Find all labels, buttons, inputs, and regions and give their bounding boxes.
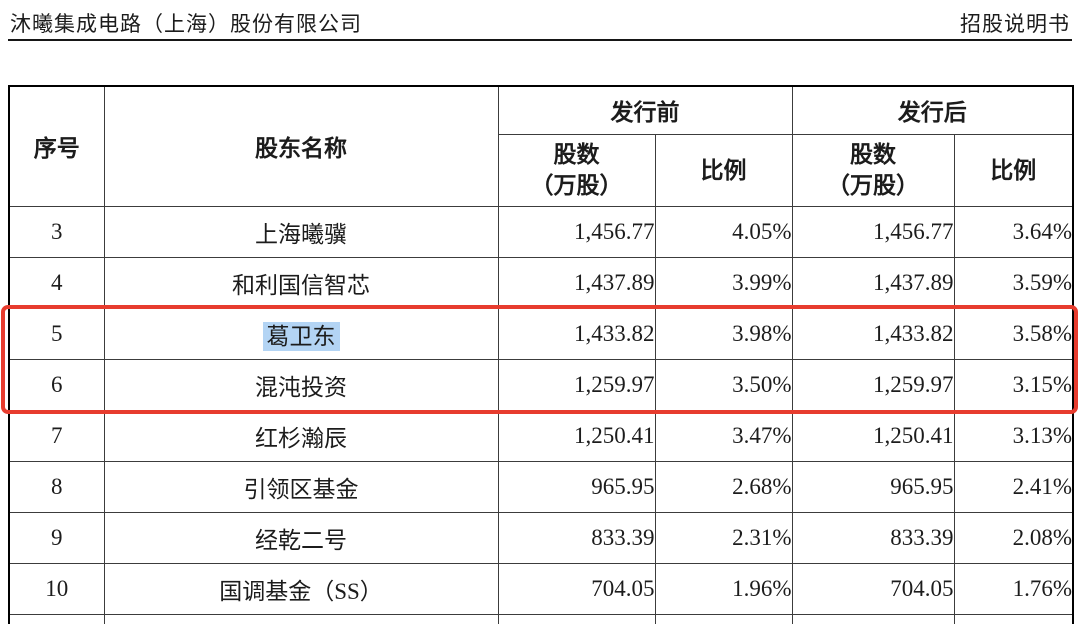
- shareholder-name-cell: 经乾二号: [103, 511, 499, 564]
- col-header-post-shares: 股数 （万股）: [791, 133, 955, 207]
- pre-ratio-cell: 3.47%: [654, 409, 793, 462]
- table-row: 9 经乾二号 833.39 2.31% 833.39 2.08%: [8, 511, 1074, 564]
- post-ratio-cell: 3.64%: [953, 205, 1074, 258]
- pre-shares-cell: 1,259.97: [497, 358, 656, 411]
- document-header: 沐曦集成电路（上海）股份有限公司 招股说明书: [10, 10, 1070, 38]
- pre-ratio-cell: 3.98%: [654, 307, 793, 360]
- table-row: 7 红杉瀚辰 1,250.41 3.47% 1,250.41 3.13%: [8, 409, 1074, 462]
- partial-next-row: [8, 613, 1074, 624]
- post-ratio-cell: 3.59%: [953, 256, 1074, 309]
- col-header-shareholder-name: 股东名称: [103, 85, 499, 207]
- pre-shares-cell: 965.95: [497, 460, 656, 513]
- post-shares-cell: 1,250.41: [791, 409, 955, 462]
- shares-label-line1: 股数: [850, 142, 896, 167]
- col-header-pre-ratio: 比例: [654, 133, 793, 207]
- empty-cell: [654, 613, 793, 624]
- table-body: 3 上海曦骥 1,456.77 4.05% 1,456.77 3.64% 4 和利国信智芯 1,…: [8, 205, 1074, 624]
- company-name: 沐曦集成电路（上海）股份有限公司: [10, 12, 362, 36]
- table-row: 5 葛卫东 1,433.82 3.98% 1,433.82 3.58%: [8, 307, 1074, 360]
- pre-shares-cell: 833.39: [497, 511, 656, 564]
- row-index-cell: 7: [8, 409, 105, 462]
- post-shares-cell: 1,456.77: [791, 205, 955, 258]
- col-header-pre-issue: 发行前: [497, 85, 793, 135]
- row-index-cell: 6: [8, 358, 105, 411]
- col-header-post-issue: 发行后: [791, 85, 1074, 135]
- row-index-cell: 5: [8, 307, 105, 360]
- shareholder-table-wrap: 序号 股东名称 发行前 发行后 股数 （万股） 比例 股数 （万股） 比例: [8, 85, 1074, 624]
- pre-shares-cell: 1,437.89: [497, 256, 656, 309]
- header-divider: [8, 39, 1072, 41]
- table-row: 4 和利国信智芯 1,437.89 3.99% 1,437.89 3.59%: [8, 256, 1074, 309]
- pre-ratio-cell: 2.31%: [654, 511, 793, 564]
- post-shares-cell: 704.05: [791, 562, 955, 615]
- shareholder-name-cell: 和利国信智芯: [103, 256, 499, 309]
- shareholder-name-cell: 国调基金（SS）: [103, 562, 499, 615]
- col-header-pre-shares: 股数 （万股）: [497, 133, 656, 207]
- document-type-label: 招股说明书: [960, 12, 1070, 36]
- post-shares-cell: 833.39: [791, 511, 955, 564]
- post-shares-cell: 965.95: [791, 460, 955, 513]
- post-shares-cell: 1,437.89: [791, 256, 955, 309]
- table-row: 6 混沌投资 1,259.97 3.50% 1,259.97 3.15%: [8, 358, 1074, 411]
- table-row: 10 国调基金（SS） 704.05 1.96% 704.05 1.76%: [8, 562, 1074, 615]
- pre-ratio-cell: 4.05%: [654, 205, 793, 258]
- empty-cell: [497, 613, 656, 624]
- shareholder-name-cell: 引领区基金: [103, 460, 499, 513]
- post-shares-cell: 1,259.97: [791, 358, 955, 411]
- post-ratio-cell: 3.15%: [953, 358, 1074, 411]
- shareholder-name-cell: 混沌投资: [103, 358, 499, 411]
- selected-text[interactable]: 葛卫东: [262, 321, 340, 351]
- empty-cell: [103, 613, 499, 624]
- row-index-cell: 3: [8, 205, 105, 258]
- empty-cell: [953, 613, 1074, 624]
- pre-shares-cell: 1,250.41: [497, 409, 656, 462]
- row-index-cell: 4: [8, 256, 105, 309]
- table-row: 3 上海曦骥 1,456.77 4.05% 1,456.77 3.64%: [8, 205, 1074, 258]
- shareholder-name-cell: 红杉瀚辰: [103, 409, 499, 462]
- empty-cell: [8, 613, 105, 624]
- pre-shares-cell: 1,433.82: [497, 307, 656, 360]
- empty-cell: [791, 613, 955, 624]
- shares-label-line2: （万股）: [530, 173, 623, 198]
- shareholder-name-cell: 上海曦骥: [103, 205, 499, 258]
- row-index-cell: 10: [8, 562, 105, 615]
- pre-shares-cell: 1,456.77: [497, 205, 656, 258]
- col-header-post-ratio: 比例: [953, 133, 1074, 207]
- table-row: 8 引领区基金 965.95 2.68% 965.95 2.41%: [8, 460, 1074, 513]
- pre-shares-cell: 704.05: [497, 562, 656, 615]
- pre-ratio-cell: 1.96%: [654, 562, 793, 615]
- shareholder-name-cell: 葛卫东: [103, 307, 499, 360]
- col-header-index: 序号: [8, 85, 105, 207]
- row-index-cell: 8: [8, 460, 105, 513]
- post-shares-cell: 1,433.82: [791, 307, 955, 360]
- shares-label-line1: 股数: [553, 142, 600, 167]
- pre-ratio-cell: 3.99%: [654, 256, 793, 309]
- pre-ratio-cell: 3.50%: [654, 358, 793, 411]
- post-ratio-cell: 2.08%: [953, 511, 1074, 564]
- post-ratio-cell: 1.76%: [953, 562, 1074, 615]
- post-ratio-cell: 3.58%: [953, 307, 1074, 360]
- shares-label-line2: （万股）: [827, 173, 919, 198]
- row-index-cell: 9: [8, 511, 105, 564]
- post-ratio-cell: 2.41%: [953, 460, 1074, 513]
- pre-ratio-cell: 2.68%: [654, 460, 793, 513]
- shareholder-table: 序号 股东名称 发行前 发行后 股数 （万股） 比例 股数 （万股） 比例: [8, 85, 1074, 624]
- post-ratio-cell: 3.13%: [953, 409, 1074, 462]
